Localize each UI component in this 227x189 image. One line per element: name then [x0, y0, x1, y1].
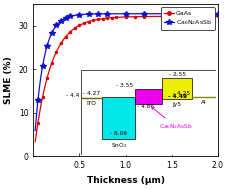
Y-axis label: SLME (%): SLME (%)	[4, 57, 13, 104]
X-axis label: Thickness (μm): Thickness (μm)	[86, 176, 164, 185]
Legend: GaAs, Ca$_6$N$_2$AsSb: GaAs, Ca$_6$N$_2$AsSb	[160, 7, 214, 30]
